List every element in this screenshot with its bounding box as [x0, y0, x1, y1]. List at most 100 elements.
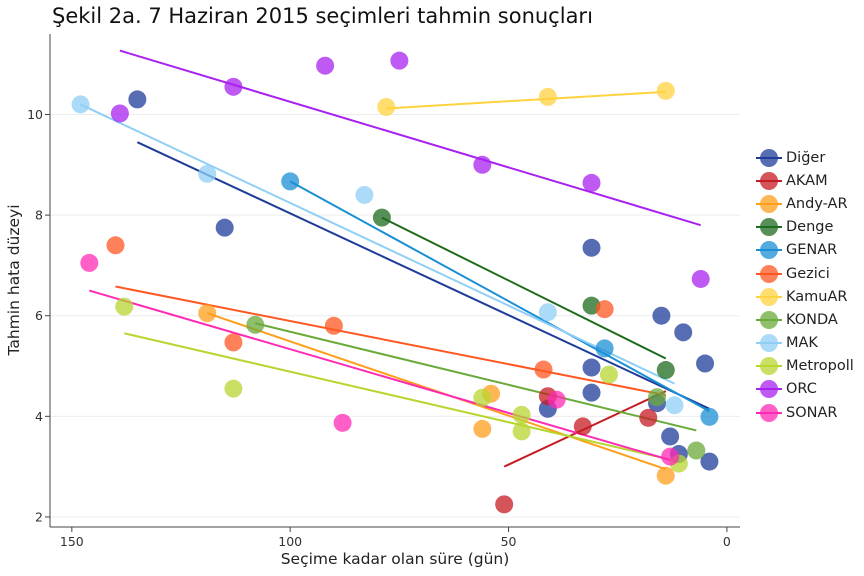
fit-line: [381, 216, 667, 360]
legend: Diğer AKAM Andy-AR Denge GENAR Gezici KamuAR KO…: [756, 146, 854, 424]
data-point: [355, 185, 374, 204]
data-point: [639, 408, 658, 427]
data-point: [224, 77, 243, 96]
data-point: [573, 417, 592, 436]
x-tick-label: 0: [723, 534, 731, 549]
fit-line: [386, 90, 666, 110]
fit-line: [119, 49, 701, 227]
data-point: [198, 164, 217, 183]
data-point: [115, 297, 134, 316]
data-point: [110, 104, 129, 123]
legend-label: Gezici: [786, 265, 830, 282]
data-point: [696, 354, 715, 373]
axes: 2 4 6 8 10 150 100 50 0: [27, 34, 740, 549]
legend-swatch: [756, 194, 782, 214]
data-point: [80, 253, 99, 272]
chart-title: Şekil 2a. 7 Haziran 2015 seçimleri tahmi…: [52, 4, 593, 28]
data-point: [71, 95, 90, 114]
legend-label: Denge: [786, 219, 834, 236]
y-tick-label: 2: [35, 509, 43, 524]
data-point: [595, 300, 614, 319]
legend-item[interactable]: Denge: [756, 216, 854, 239]
legend-item[interactable]: KONDA: [756, 308, 854, 331]
legend-swatch: [756, 217, 782, 237]
legend-item[interactable]: ORC: [756, 378, 854, 401]
data-point: [665, 396, 684, 415]
legend-item[interactable]: SONAR: [756, 401, 854, 424]
legend-item[interactable]: KamuAR: [756, 285, 854, 308]
legend-item[interactable]: Gezici: [756, 262, 854, 285]
grid: [50, 113, 740, 518]
legend-item[interactable]: Andy-AR: [756, 192, 854, 215]
legend-label: KONDA: [786, 311, 838, 328]
fit-line: [136, 141, 710, 410]
data-point: [333, 413, 352, 432]
data-point: [700, 452, 719, 471]
data-point: [473, 388, 492, 407]
legend-item[interactable]: MAK: [756, 332, 854, 355]
data-point: [512, 422, 531, 441]
legend-swatch: [756, 240, 782, 260]
data-point: [648, 388, 667, 407]
legend-label: ORC: [786, 381, 817, 398]
legend-swatch: [756, 148, 782, 168]
fit-line: [255, 322, 697, 432]
data-point: [316, 56, 335, 75]
y-axis-label: Tahmin hata düzeyi: [5, 204, 23, 356]
data-point: [547, 390, 566, 409]
data-point: [512, 405, 531, 424]
legend-label: AKAM: [786, 172, 828, 189]
y-tick-label: 4: [35, 409, 43, 424]
data-point: [224, 379, 243, 398]
data-point: [582, 358, 601, 377]
data-point: [128, 90, 147, 109]
x-tick-label: 50: [501, 534, 517, 549]
data-point: [656, 361, 675, 380]
y-tick-label: 6: [35, 308, 43, 323]
data-point: [661, 447, 680, 466]
fit-line: [80, 103, 675, 385]
data-point: [534, 360, 553, 379]
legend-label: Diğer: [786, 149, 826, 166]
legend-item[interactable]: Metropoll: [756, 355, 854, 378]
data-point: [473, 419, 492, 438]
data-point: [538, 303, 557, 322]
data-point: [691, 269, 710, 288]
legend-label: Andy-AR: [786, 195, 848, 212]
fit-line: [289, 180, 710, 413]
data-point: [652, 306, 671, 325]
legend-swatch: [756, 379, 782, 399]
data-point: [324, 316, 343, 335]
data-point: [372, 208, 391, 227]
legend-swatch: [756, 310, 782, 330]
data-point: [595, 339, 614, 358]
data-point: [106, 236, 125, 255]
data-point: [687, 441, 706, 460]
y-tick-label: 10: [27, 107, 43, 122]
fit-line: [124, 332, 680, 463]
data-points: [71, 51, 719, 514]
legend-label: KamuAR: [786, 288, 848, 305]
data-point: [674, 323, 693, 342]
legend-item[interactable]: AKAM: [756, 169, 854, 192]
legend-swatch: [756, 171, 782, 191]
data-point: [215, 218, 234, 237]
data-point: [246, 315, 265, 334]
data-point: [582, 238, 601, 257]
fit-line: [89, 289, 671, 462]
legend-swatch: [756, 403, 782, 423]
x-tick-label: 100: [278, 534, 302, 549]
legend-label: MAK: [786, 335, 818, 352]
fit-lines: [80, 49, 710, 471]
legend-swatch: [756, 356, 782, 376]
legend-swatch: [756, 287, 782, 307]
legend-item[interactable]: GENAR: [756, 239, 854, 262]
data-point: [495, 495, 514, 514]
data-point: [700, 407, 719, 426]
legend-item[interactable]: Diğer: [756, 146, 854, 169]
data-point: [538, 87, 557, 106]
x-axis-label: Seçime kadar olan süre (gün): [281, 550, 510, 568]
legend-label: SONAR: [786, 404, 838, 421]
x-tick-label: 150: [60, 534, 84, 549]
